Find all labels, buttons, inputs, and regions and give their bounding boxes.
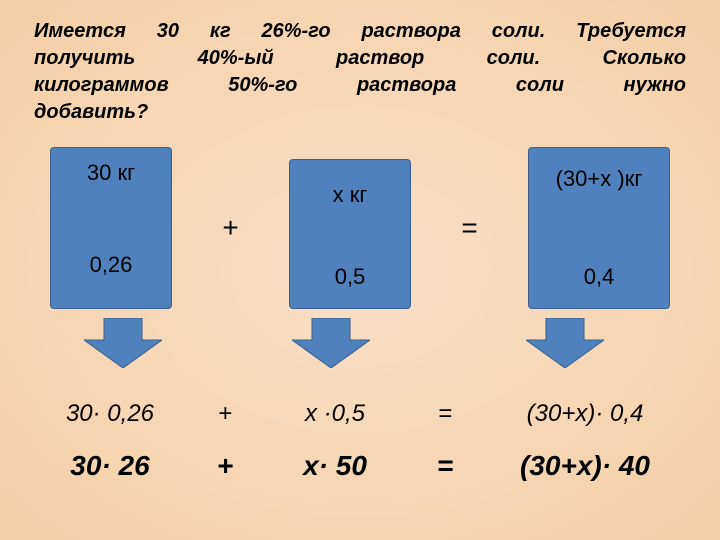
problem-text: Имеется 30 кг 26%-го раствора соли. Треб… <box>34 18 686 126</box>
eq1-plus: + <box>205 400 245 428</box>
eq2-plus: + <box>205 450 245 482</box>
slide: Имеется 30 кг 26%-го раствора соли. Треб… <box>0 0 720 540</box>
eq1-equals: = <box>425 400 465 428</box>
eq2-term3: (30+х)· 40 <box>490 450 680 482</box>
box-1: 30 кг 0,26 <box>50 147 172 309</box>
boxes-row: 30 кг 0,26 + х кг 0,5 = (30+х )кг 0,4 <box>50 147 670 309</box>
problem-line1: Имеется 30 кг 26%-го раствора соли. Треб… <box>34 20 686 42</box>
arrow-2 <box>292 318 370 373</box>
eq1-term2: х ·0,5 <box>270 400 400 428</box>
equation-1-row: 30· 0,26 + х ·0,5 = (30+х)· 0,4 <box>40 400 680 428</box>
box-3: (30+х )кг 0,4 <box>528 147 670 309</box>
arrows-row <box>50 318 670 378</box>
eq1-term3: (30+х)· 0,4 <box>490 400 680 428</box>
box-1-bottom: 0,26 <box>90 252 133 278</box>
down-arrow-icon <box>526 318 604 368</box>
box-3-top: (30+х )кг <box>556 166 643 192</box>
eq2-equals: = <box>425 450 465 482</box>
box-2-bottom: 0,5 <box>335 264 366 290</box>
down-arrow-icon <box>84 318 162 368</box>
box-2-top: х кг <box>333 182 368 208</box>
plus-operator-1: + <box>213 212 249 244</box>
equals-operator-1: = <box>452 212 488 244</box>
eq1-term1: 30· 0,26 <box>40 400 180 428</box>
problem-line3: килограммов 50%-го раствора соли нужно <box>34 74 686 96</box>
down-arrow-icon <box>292 318 370 368</box>
eq2-term1: 30· 26 <box>40 450 180 482</box>
box-3-bottom: 0,4 <box>584 264 615 290</box>
problem-line4: добавить? <box>34 101 148 123</box>
eq2-term2: х· 50 <box>270 450 400 482</box>
box-1-top: 30 кг <box>87 160 135 186</box>
equation-2-row: 30· 26 + х· 50 = (30+х)· 40 <box>40 450 680 482</box>
arrow-1 <box>84 318 162 373</box>
problem-line2: получить 40%-ый раствор соли. Сколько <box>34 47 686 69</box>
box-2: х кг 0,5 <box>289 159 411 309</box>
arrow-3 <box>526 318 604 373</box>
